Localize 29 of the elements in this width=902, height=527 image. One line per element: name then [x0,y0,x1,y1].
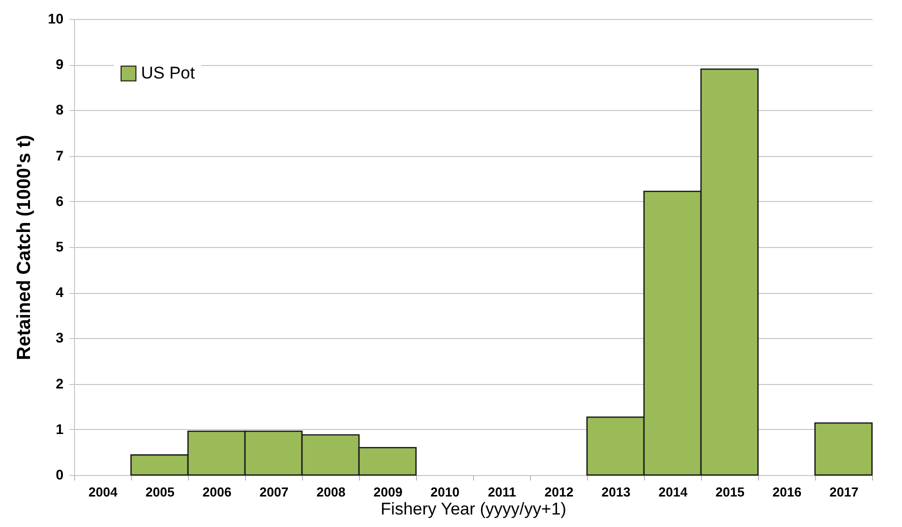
y-tick-label: 5 [56,238,64,254]
x-tick-label: 2004 [88,484,118,500]
x-axis-title: Fishery Year (yyyy/yy+1) [380,500,566,518]
x-tick-label: 2005 [146,484,174,500]
y-tick-label: 2 [56,375,64,392]
y-tick-label: 4 [56,284,64,300]
y-tick-label: 1 [56,420,64,437]
x-tick-label: 2013 [602,484,630,500]
legend-label: US Pot [141,64,196,82]
x-tick-label: 2007 [260,484,288,500]
x-tick-label: 2010 [430,484,460,500]
x-tick-label: 2006 [202,484,232,500]
x-tick-label: 2008 [316,484,346,500]
x-tick-label: 2014 [658,484,688,500]
bar [814,422,873,476]
y-tick-label: 6 [56,192,64,209]
y-axis-title: Retained Catch (1000's t) [14,134,35,360]
y-tick-label: 7 [56,147,64,164]
y-tick-label: 10 [48,10,64,26]
x-tick-label: 2016 [772,484,802,500]
y-tick-label: 0 [56,466,64,482]
y-tick-label: 9 [56,56,64,72]
y-tick-label: 8 [56,102,64,118]
y-tick-label: 3 [56,330,64,346]
x-tick-label: 2009 [374,484,402,500]
x-tick-label: 2017 [830,484,858,500]
x-tick-label: 2015 [716,484,744,500]
x-tick-label: 2012 [544,484,574,500]
x-tick-label: 2011 [488,484,516,500]
